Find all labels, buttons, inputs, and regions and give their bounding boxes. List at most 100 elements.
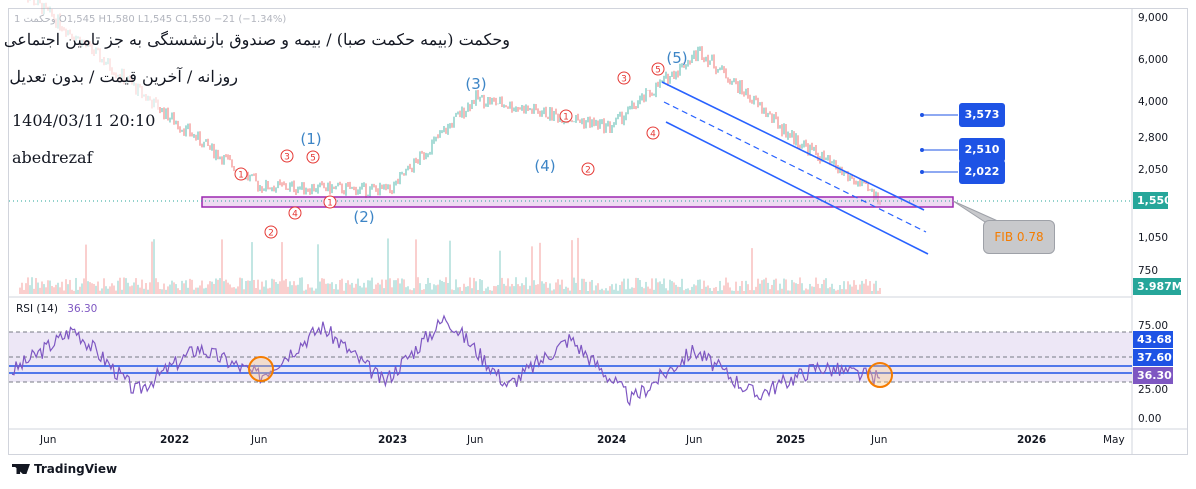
volume-bar [575,282,577,294]
volume-bar [579,290,581,294]
volume-bar [93,283,95,294]
rsi-highlight-1[interactable] [248,356,274,382]
support-zone[interactable] [201,196,954,208]
volume-bar [571,240,573,294]
tradingview-logo[interactable]: TradingView [12,462,117,476]
volume-bar [41,281,43,294]
volume-bar [749,290,751,294]
channel-mid[interactable] [663,101,927,233]
volume-bar [311,287,313,294]
volume-bar [437,284,439,294]
price-tick: 2,050 [1138,164,1169,176]
volume-bar [43,284,45,294]
fib-callout[interactable]: FIB 0.78 [983,220,1055,254]
volume-bar [435,285,437,294]
volume-bar [273,279,275,294]
wave-label-minor: 3 [617,71,631,85]
channel-upper[interactable] [661,81,925,211]
volume-bar [551,290,553,294]
volume-bar [287,286,289,294]
volume-bar [473,277,475,294]
level-box[interactable]: 3,573 [959,103,1005,127]
volume-bar [119,277,121,294]
volume-bar [739,286,741,294]
volume-bar [257,279,259,294]
volume-bar [815,277,817,294]
svg-text:3: 3 [621,75,627,85]
volume-bar [787,290,789,294]
volume-bar [589,281,591,294]
price-tick: 2,800 [1138,132,1169,144]
time-tick: Jun [467,434,484,446]
volume-bar [627,278,629,294]
volume-bar [775,278,777,294]
volume-bar [497,284,499,294]
rsi-tick: 75.00 [1138,320,1169,332]
volume-bar [495,286,497,294]
volume-bar [185,280,187,294]
volume-bar [123,277,125,294]
time-tick: 2026 [1017,434,1047,446]
volume-bar [365,287,367,294]
rsi-highlight-2[interactable] [867,362,893,388]
level-box[interactable]: 2,022 [959,160,1005,184]
volume-bar [511,283,513,294]
time-tick: 2022 [160,434,190,446]
volume-bar [111,283,113,294]
volume-bar [711,290,713,294]
volume-bar [145,283,147,294]
volume-bar [415,239,417,294]
channel-lower[interactable] [665,121,929,255]
volume-bar [857,289,859,294]
volume-bar [595,285,597,294]
price-tick: 9,000 [1138,12,1169,24]
volume-bar [577,237,579,294]
volume-bar [23,289,25,294]
volume-bar [581,278,583,294]
level-box[interactable]: 2,510 [959,138,1005,162]
volume-bar [207,284,209,294]
volume-bar [133,282,135,294]
svg-text:5: 5 [310,154,316,164]
volume-bar [705,286,707,294]
volume-bar [755,286,757,294]
volume-bar [505,285,507,294]
volume-bar [483,290,485,294]
volume-bar [603,290,605,294]
wave-label-major: (4) [534,157,555,175]
volume-bar [729,287,731,294]
volume-bar [609,286,611,294]
volume-bar [737,290,739,294]
volume-bar [33,288,35,294]
volume-bar [253,279,255,294]
volume-bar [503,283,505,294]
volume-bar [469,277,471,294]
volume-bar [693,284,695,294]
price-tick: 6,000 [1138,54,1169,66]
volume-bar [825,278,827,294]
wave-label-major: (5) [666,49,687,67]
volume-bar [767,282,769,294]
volume-bar [413,288,415,294]
wave-label-minor: 2 [264,225,278,239]
volume-bar [285,278,287,294]
volume-bar [699,279,701,294]
wave-label-minor: 1 [323,195,337,209]
volume-bar [247,280,249,294]
volume-bar [239,277,241,294]
volume-bar [165,289,167,294]
volume-bar [811,286,813,294]
volume-bar [379,284,381,294]
volume-bar [83,278,85,294]
svg-text:4: 4 [292,210,298,220]
volume-bar [535,284,537,294]
volume-bar [667,290,669,294]
volume-bar [373,288,375,294]
rsi-tag: 43.68 [1133,331,1173,348]
svg-text:5: 5 [655,66,661,76]
volume-bar [481,280,483,294]
volume-bar [553,289,555,294]
volume-bar [593,290,595,294]
volume-bar [449,240,451,294]
